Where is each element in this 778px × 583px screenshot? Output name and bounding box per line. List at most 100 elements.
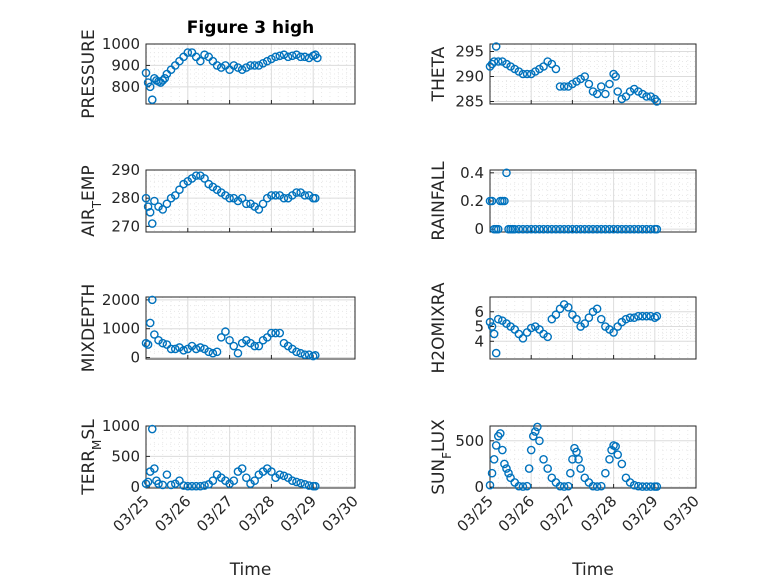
data-point [518,482,528,491]
data-point [617,459,627,469]
data-point [304,350,314,359]
data-point [170,191,180,200]
data-point [522,481,532,491]
data-point [652,482,662,491]
data-point [588,481,598,491]
data-point [283,52,293,62]
subplot-air-temp: 270 280 290 AIRTEMP [79,161,356,237]
data-point [629,480,639,490]
data-point [539,62,548,71]
data-point [555,481,565,491]
data-point [229,476,239,486]
data-point [491,42,501,51]
data-point [596,82,606,91]
data-point [191,171,201,180]
data-point [147,95,157,105]
data-point [489,329,499,339]
data-point [160,73,170,83]
x-axis-label: Time [571,560,614,580]
data-point [216,63,226,72]
data-point [225,335,234,345]
data-point [528,431,538,441]
y-tick-label: 900 [111,56,140,74]
data-point [250,341,259,351]
y-tick-label: 0.2 [460,192,484,210]
data-point [310,481,320,491]
data-point [141,338,151,348]
data-point [568,455,577,464]
data-point [275,51,285,61]
data-point [147,424,157,434]
data-point [143,477,153,487]
data-point [652,224,662,234]
data-point [613,87,623,96]
data-point [522,69,532,79]
data-point [267,467,276,476]
data-point [609,328,618,337]
x-axis-label: Time [229,560,272,580]
data-point [605,455,614,464]
axes-frame [145,296,356,360]
data-point [547,314,557,324]
data-point [242,63,251,72]
y-axis-label: AIRTEMP [79,165,104,236]
data-point [489,57,499,66]
data-point [200,174,209,183]
data-point [279,50,289,60]
data-point [183,481,193,491]
data-point [621,224,631,234]
y-tick-label: 0.4 [460,164,484,182]
data-point [576,464,585,473]
data-point [634,481,643,491]
data-point [267,191,276,200]
data-point [237,193,247,203]
data-point [539,224,548,234]
data-point [145,82,155,92]
data-point [596,314,606,324]
data-point [143,340,153,349]
axes-frame [489,43,697,105]
y-tick-label: 290 [111,161,140,179]
data-point [292,347,301,357]
data-point [191,344,201,354]
data-point [250,476,259,486]
data-point [584,79,594,89]
data-point [625,224,635,234]
data-point [592,482,602,491]
data-point [242,199,251,209]
data-point [150,196,159,206]
axes-frame [489,296,697,360]
y-axis-label: SUNFLUX [429,419,454,495]
data-point [300,350,310,359]
x-tick-label: 03/28 [235,492,278,535]
data-point [175,476,184,486]
x-tick-label: 03/30 [319,492,362,535]
data-point [237,464,247,473]
y-tick-label: 6 [474,303,484,321]
data-point [559,224,569,234]
data-point [279,471,289,481]
data-point [601,468,610,478]
data-point [158,76,168,85]
data-point [300,480,310,489]
y-tick-label: 800 [111,78,140,96]
data-point [543,464,552,473]
data-point [145,207,155,217]
data-point [493,224,503,234]
data-point [531,224,540,234]
data-point [611,442,620,451]
data-point [254,205,264,214]
data-point [629,224,639,234]
data-point [271,328,280,338]
data-point [147,219,157,228]
data-point [646,224,655,234]
data-point [225,193,234,203]
subplot-theta: 285 290 295 THETA [429,42,697,111]
data-point [258,199,268,209]
data-point [580,224,590,234]
data-point [522,328,532,337]
data-point [310,193,320,203]
y-tick-label: 0 [474,220,484,238]
